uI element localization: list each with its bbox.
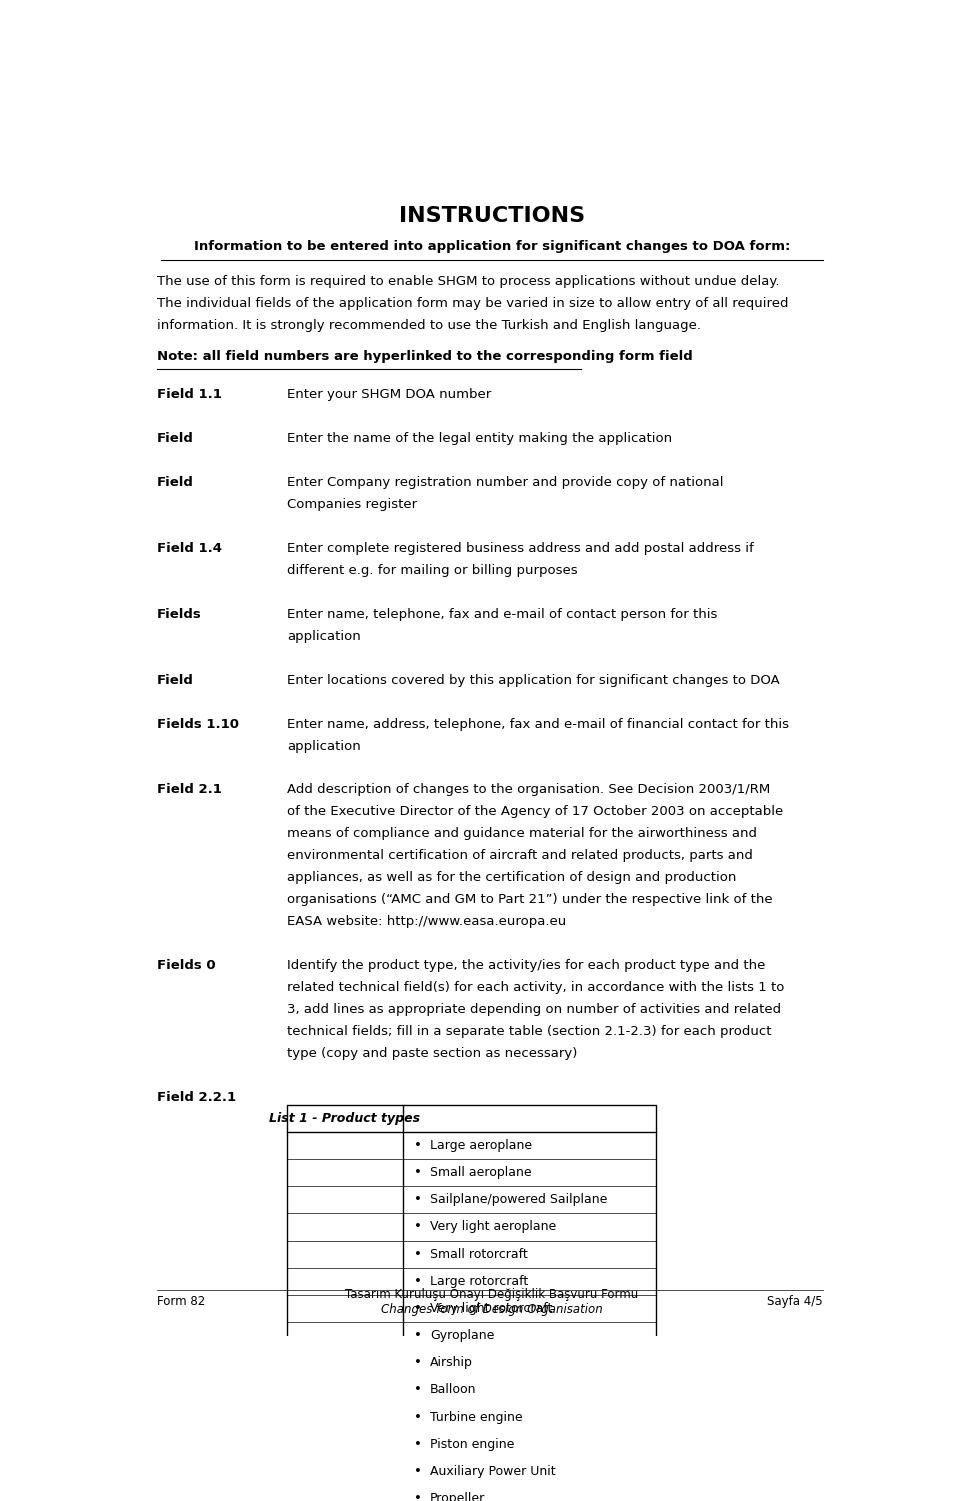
Text: •: • [414,1384,421,1396]
Text: type (copy and paste section as necessary): type (copy and paste section as necessar… [287,1048,578,1060]
Text: Enter complete registered business address and add postal address if: Enter complete registered business addre… [287,542,755,555]
Text: organisations (“AMC and GM to Part 21”) under the respective link of the: organisations (“AMC and GM to Part 21”) … [287,893,773,907]
Text: means of compliance and guidance material for the airworthiness and: means of compliance and guidance materia… [287,827,757,841]
Text: Note: all field numbers are hyperlinked to the corresponding form field: Note: all field numbers are hyperlinked … [157,350,693,363]
Text: different e.g. for mailing or billing purposes: different e.g. for mailing or billing pu… [287,564,578,576]
Text: Information to be entered into application for significant changes to DOA form:: Information to be entered into applicati… [194,240,790,254]
Text: •: • [414,1411,421,1423]
Text: Fields 0: Fields 0 [157,959,216,973]
Text: 3, add lines as appropriate depending on number of activities and related: 3, add lines as appropriate depending on… [287,1003,781,1016]
Text: Identify the product type, the activity/ies for each product type and the: Identify the product type, the activity/… [287,959,766,973]
Text: •: • [414,1166,421,1180]
Text: Changes form of Design Organisation: Changes form of Design Organisation [381,1303,603,1316]
Text: Form 82: Form 82 [157,1295,205,1307]
Text: Large aeroplane: Large aeroplane [430,1139,533,1151]
Text: •: • [414,1465,421,1478]
Text: Piston engine: Piston engine [430,1438,515,1451]
Text: •: • [414,1438,421,1451]
Text: environmental certification of aircraft and related products, parts and: environmental certification of aircraft … [287,850,754,862]
Text: Small aeroplane: Small aeroplane [430,1166,532,1180]
Text: Balloon: Balloon [430,1384,477,1396]
Text: Add description of changes to the organisation. See Decision 2003/1/RM: Add description of changes to the organi… [287,784,771,797]
Text: Field 2.2.1: Field 2.2.1 [157,1091,236,1103]
Text: •: • [414,1274,421,1288]
Text: Fields: Fields [157,608,202,621]
Text: Enter name, address, telephone, fax and e-mail of financial contact for this: Enter name, address, telephone, fax and … [287,717,789,731]
Text: •: • [414,1193,421,1207]
Text: Enter name, telephone, fax and e-mail of contact person for this: Enter name, telephone, fax and e-mail of… [287,608,718,621]
Text: Enter Company registration number and provide copy of national: Enter Company registration number and pr… [287,476,724,489]
Bar [287,1105,656,1501]
Text: related technical field(s) for each activity, in accordance with the lists 1 to: related technical field(s) for each acti… [287,982,784,994]
Text: •: • [414,1139,421,1151]
Text: Turbine engine: Turbine engine [430,1411,523,1423]
Text: INSTRUCTIONS: INSTRUCTIONS [399,206,585,225]
Text: •: • [414,1328,421,1342]
Text: Field 1.1: Field 1.1 [157,389,222,401]
Text: Gyroplane: Gyroplane [430,1328,494,1342]
Text: •: • [414,1301,421,1315]
Text: •: • [414,1220,421,1234]
Text: Field: Field [157,432,194,446]
Text: Field: Field [157,674,194,686]
Text: Sayfa 4/5: Sayfa 4/5 [767,1295,823,1307]
Text: Enter locations covered by this application for significant changes to DOA: Enter locations covered by this applicat… [287,674,780,686]
Text: Small rotorcraft: Small rotorcraft [430,1247,528,1261]
Text: Propeller: Propeller [430,1492,486,1501]
Text: Fields 1.10: Fields 1.10 [157,717,239,731]
Text: of the Executive Director of the Agency of 17 October 2003 on acceptable: of the Executive Director of the Agency … [287,806,783,818]
Text: application: application [287,740,361,752]
Text: Tasarım Kuruluşu Onayı Değişiklik Başvuru Formu: Tasarım Kuruluşu Onayı Değişiklik Başvur… [346,1288,638,1301]
Text: information. It is strongly recommended to use the Turkish and English language.: information. It is strongly recommended … [157,318,701,332]
Text: List 1 - Product types: List 1 - Product types [270,1112,420,1124]
Text: The individual fields of the application form may be varied in size to allow ent: The individual fields of the application… [157,297,789,309]
Text: Airship: Airship [430,1357,473,1369]
Text: application: application [287,630,361,642]
Text: •: • [414,1357,421,1369]
Text: Enter your SHGM DOA number: Enter your SHGM DOA number [287,389,492,401]
Text: Field: Field [157,476,194,489]
Text: EASA website: http://www.easa.europa.eu: EASA website: http://www.easa.europa.eu [287,916,566,928]
Text: Large rotorcraft: Large rotorcraft [430,1274,529,1288]
Text: Sailplane/powered Sailplane: Sailplane/powered Sailplane [430,1193,608,1207]
Text: Enter the name of the legal entity making the application: Enter the name of the legal entity makin… [287,432,673,446]
Text: appliances, as well as for the certification of design and production: appliances, as well as for the certifica… [287,871,736,884]
Text: Field 1.4: Field 1.4 [157,542,222,555]
Text: Field 2.1: Field 2.1 [157,784,222,797]
Text: •: • [414,1247,421,1261]
Text: •: • [414,1492,421,1501]
Text: The use of this form is required to enable SHGM to process applications without : The use of this form is required to enab… [157,275,780,288]
Text: Companies register: Companies register [287,498,418,510]
Text: Very light rotorcraft: Very light rotorcraft [430,1301,553,1315]
Text: Very light aeroplane: Very light aeroplane [430,1220,557,1234]
Text: technical fields; fill in a separate table (section 2.1-2.3) for each product: technical fields; fill in a separate tab… [287,1025,772,1039]
Text: Auxiliary Power Unit: Auxiliary Power Unit [430,1465,556,1478]
